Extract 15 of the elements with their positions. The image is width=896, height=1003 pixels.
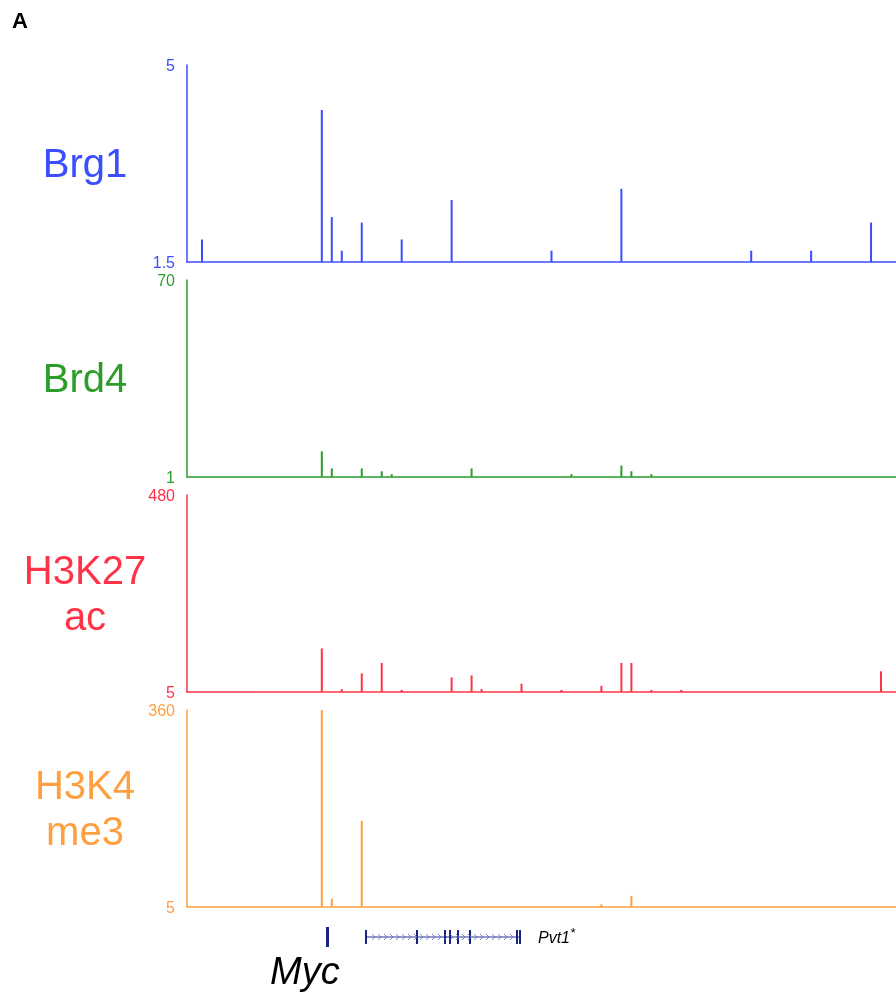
text: Myc [270,950,340,993]
text: Pvt1$^{*}$ [538,925,576,948]
y-tick-label: 70 [157,271,176,289]
y-axis-title: H3K27ac [22,547,148,639]
y-tick-label: 1.5 [152,253,176,271]
y-tick-label: 5 [166,898,176,916]
y-tick-label: 1 [166,468,176,486]
y-tick-label: 360 [148,701,176,719]
y-tick-label: 5 [166,56,176,74]
y-axis-title: H3K4me3 [33,762,137,854]
y-tick-label: 5 [166,683,176,701]
y-tick-label: 480 [148,486,176,504]
y-axis-title: Brg1 [41,140,129,186]
y-axis-title: Brd4 [41,355,129,401]
chart-title: A [12,8,28,34]
